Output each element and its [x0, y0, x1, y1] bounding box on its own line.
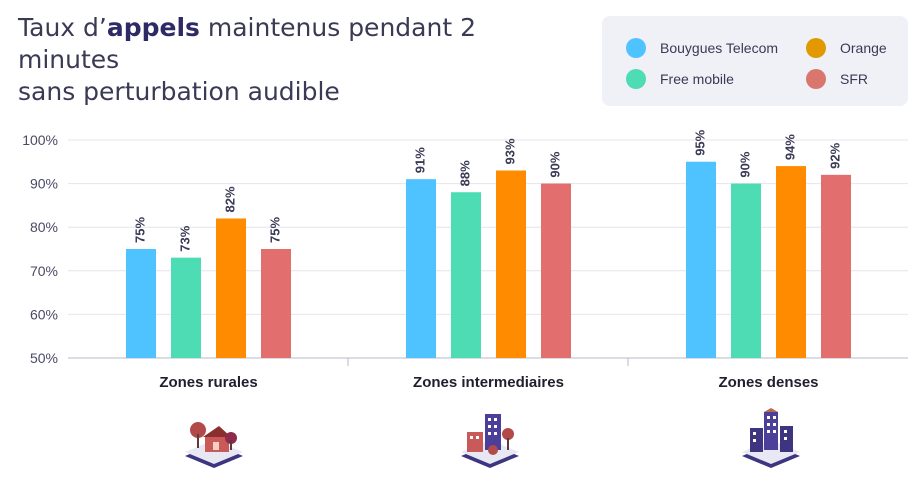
y-tick-label: 100% [22, 132, 58, 148]
bar [541, 183, 571, 358]
data-label: 95% [692, 129, 707, 155]
legend-swatch-sfr [806, 69, 826, 89]
data-label: 82% [222, 186, 237, 212]
legend-label-sfr: SFR [840, 71, 868, 87]
bar-cap [776, 166, 806, 171]
legend: Bouygues Telecom Orange Free mobile SFR [602, 16, 908, 106]
legend-label-orange: Orange [840, 40, 887, 56]
bar-cap [216, 218, 246, 223]
bar [171, 257, 201, 358]
title-line-2: sans perturbation audible [14, 76, 346, 108]
bar [216, 218, 246, 358]
bar-cap [496, 170, 526, 175]
data-label: 88% [457, 160, 472, 186]
bar-cap [731, 183, 761, 188]
title-suffix: maintenus pendant 2 minutes [18, 13, 476, 74]
data-label: 94% [782, 134, 797, 160]
bar [686, 161, 716, 358]
title-line2-text: sans perturbation audible [18, 77, 340, 106]
dense-towers-icon [742, 408, 800, 468]
legend-item-orange: Orange [806, 38, 887, 58]
bar [261, 249, 291, 358]
title-prefix: Taux d’ [18, 13, 107, 42]
bar-cap [541, 183, 571, 188]
bar-cap [451, 192, 481, 197]
data-label: 90% [547, 151, 562, 177]
y-tick-label: 90% [30, 176, 58, 192]
y-tick-label: 50% [30, 350, 58, 366]
bar-cap [406, 179, 436, 184]
legend-item-bouygues: Bouygues Telecom [626, 38, 778, 58]
data-label: 90% [737, 151, 752, 177]
legend-swatch-orange [806, 38, 826, 58]
data-label: 92% [827, 142, 842, 168]
bar [731, 183, 761, 358]
bar-cap [821, 174, 851, 179]
data-label: 75% [132, 217, 147, 243]
bar-cap [171, 257, 201, 262]
title-line-1: Taux d’appels maintenus pendant 2 minute… [14, 12, 584, 76]
legend-swatch-free [626, 69, 646, 89]
y-tick-label: 60% [30, 306, 58, 322]
bar [496, 170, 526, 358]
bar [821, 174, 851, 358]
legend-item-sfr: SFR [806, 69, 868, 89]
legend-label-free: Free mobile [660, 71, 734, 87]
data-label: 91% [412, 147, 427, 173]
bar [776, 166, 806, 358]
category-label: Zones rurales [159, 374, 257, 391]
data-label: 93% [502, 138, 517, 164]
title-bold: appels [106, 13, 200, 42]
intermediate-buildings-icon [461, 414, 519, 468]
category-label: Zones intermediaires [413, 374, 564, 391]
data-label: 73% [177, 225, 192, 251]
y-tick-label: 80% [30, 219, 58, 235]
bar [126, 249, 156, 358]
bar-cap [126, 249, 156, 253]
legend-swatch-bouygues [626, 38, 646, 58]
bar [451, 192, 481, 358]
bar-chart: 50% 60% 70% 80% 90% 100% 75% 73% 82% 75% Zones rur… [22, 129, 908, 391]
legend-label-bouygues: Bouygues Telecom [660, 40, 779, 56]
y-tick-label: 70% [30, 263, 58, 279]
bar [406, 179, 436, 358]
category-label: Zones denses [718, 374, 818, 391]
data-label: 75% [267, 217, 282, 243]
bar-cap [261, 249, 291, 253]
rural-houses-icon [185, 422, 243, 468]
bar-cap [686, 161, 716, 166]
chart-title: Taux d’appels maintenus pendant 2 minute… [14, 12, 584, 108]
legend-item-free: Free mobile [626, 69, 734, 89]
